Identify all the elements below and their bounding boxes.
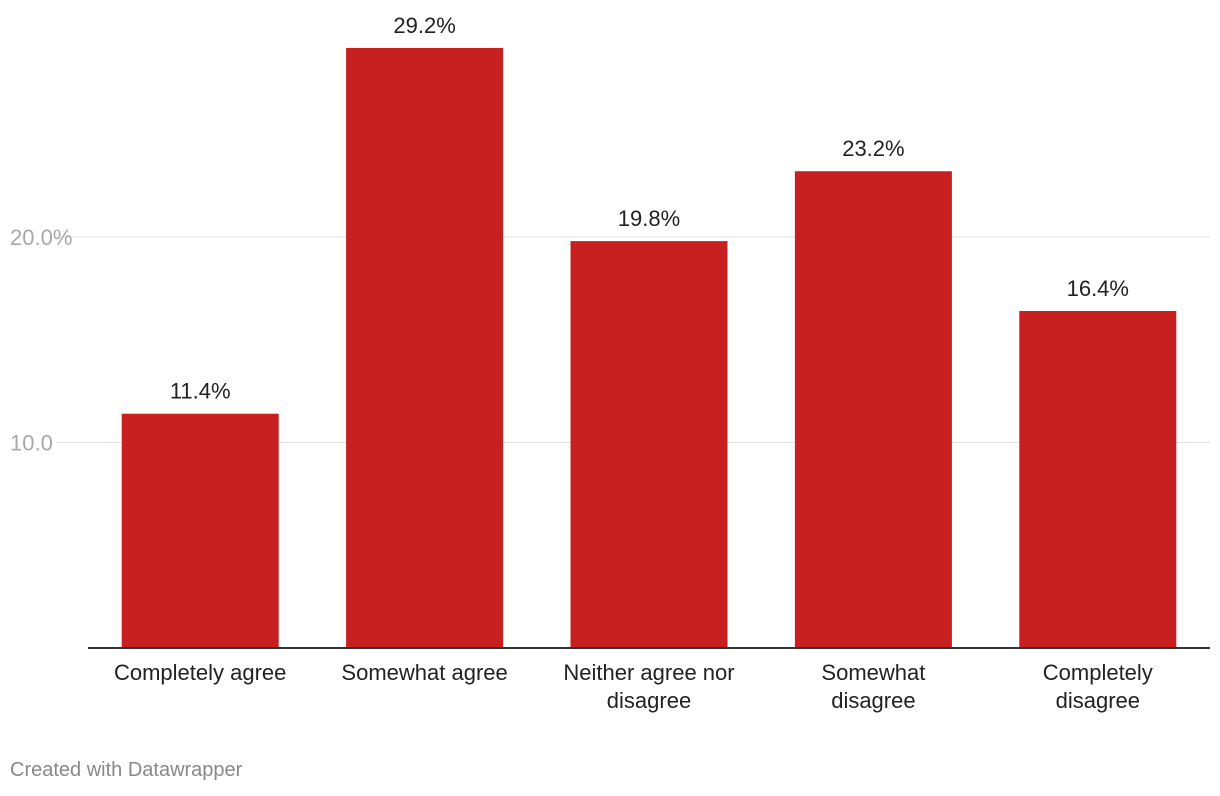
category-label: Somewhat agree — [341, 660, 507, 685]
category-label: Completely — [1043, 660, 1153, 685]
bar — [794, 171, 952, 649]
bars — [121, 47, 1177, 649]
category-label: Completely agree — [114, 660, 286, 685]
category-label: disagree — [1056, 688, 1140, 713]
category-label: disagree — [831, 688, 915, 713]
y-tick-label: 20.0% — [10, 225, 72, 250]
category-label: Somewhat — [821, 660, 925, 685]
bar — [570, 241, 728, 649]
value-labels: 11.4% 29.2% 19.8% 23.2% 16.4% — [170, 13, 1129, 404]
bar-chart: 20.0% 10.0 11.4% 29.2% 19.8% 23.2% 16.4% Comp… — [10, 13, 1210, 713]
bar — [121, 413, 279, 648]
credit-text: Created with Datawrapper — [10, 759, 243, 781]
y-tick-label: 10.0 — [10, 431, 53, 456]
category-labels: Completely agree Somewhat agree Neither ag… — [114, 660, 1153, 713]
value-label: 29.2% — [393, 13, 455, 38]
value-label: 11.4% — [170, 379, 231, 404]
value-label: 23.2% — [842, 136, 904, 161]
value-label: 16.4% — [1067, 276, 1129, 301]
category-label: Neither agree nor — [563, 660, 734, 685]
bar — [346, 47, 504, 648]
category-label: disagree — [607, 688, 691, 713]
bar — [1019, 310, 1177, 648]
value-label: 19.8% — [618, 206, 680, 231]
